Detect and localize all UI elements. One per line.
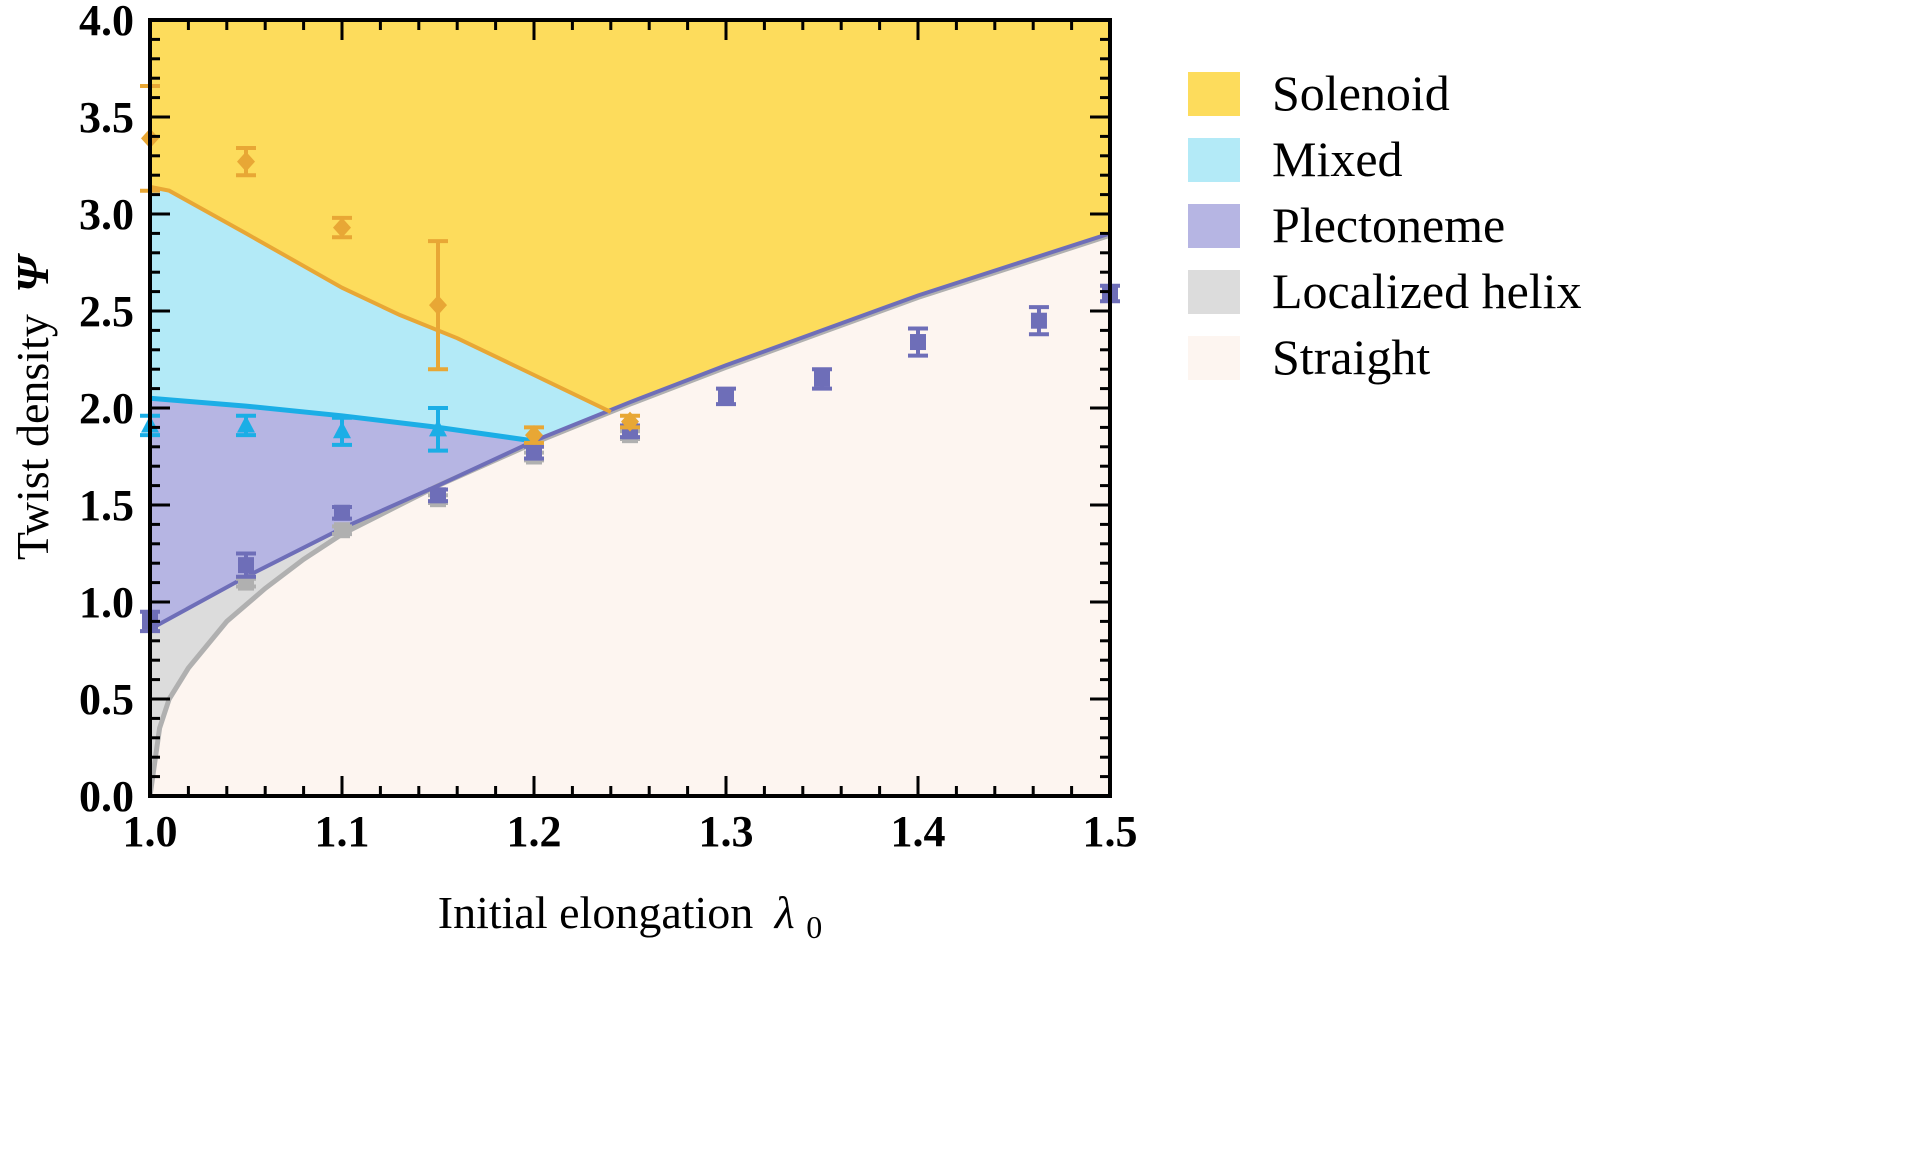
legend-label: Straight: [1272, 329, 1430, 385]
plectoneme-point: [428, 487, 448, 504]
x-tick-label: 1.2: [507, 807, 562, 856]
legend-label: Localized helix: [1272, 263, 1582, 319]
legend-item-localized-helix: Localized helix: [1188, 263, 1582, 319]
x-tick-label: 1.5: [1083, 807, 1138, 856]
solenoid-marker: [429, 295, 447, 316]
y-tick-label: 2.0: [79, 384, 134, 433]
y-tick-label: 2.5: [79, 287, 134, 336]
legend-label: Solenoid: [1272, 65, 1450, 121]
plectoneme-point: [332, 504, 352, 521]
solenoid-marker: [333, 217, 351, 238]
legend-swatch: [1188, 72, 1240, 116]
mixed-marker: [237, 415, 255, 433]
x-axis-symbol-subscript: 0: [806, 909, 822, 945]
legend-item-mixed: Mixed: [1188, 131, 1403, 187]
x-tick-label: 1.4: [891, 807, 946, 856]
y-tick-label: 4.0: [79, 0, 134, 45]
localized-helix-marker: [334, 522, 350, 539]
mixed-marker: [333, 421, 351, 439]
legend-label: Mixed: [1272, 131, 1403, 187]
y-tick-label: 3.0: [79, 190, 134, 239]
solenoid-point: [524, 425, 544, 446]
plectoneme-point: [908, 326, 928, 358]
plectoneme-point: [716, 386, 736, 407]
plectoneme-marker: [910, 334, 926, 351]
legend-swatch: [1188, 204, 1240, 248]
legend-swatch: [1188, 336, 1240, 380]
solenoid-point: [428, 239, 448, 372]
plectoneme-point: [812, 367, 832, 391]
plectoneme-point: [236, 551, 256, 579]
x-axis-title: Initial elongation λ 0: [438, 887, 822, 945]
y-axis-title: Twist density Ψ: [7, 253, 58, 560]
plectoneme-marker: [334, 504, 350, 521]
x-tick-label: 1.3: [699, 807, 754, 856]
phase-regions: [150, 20, 1110, 796]
solenoid-point: [236, 146, 256, 178]
mixed-marker: [429, 419, 447, 437]
region-mixed: [150, 186, 611, 441]
x-tick-label: 1.0: [123, 807, 178, 856]
data-points: [140, 83, 1120, 634]
solenoid-point: [620, 411, 640, 432]
mixed-point: [332, 415, 352, 447]
legend: Solenoid Mixed Plectoneme Localized helix St…: [1188, 65, 1582, 385]
legend-swatch: [1188, 138, 1240, 182]
region-solenoid: [150, 20, 1110, 412]
localized-helix-point: [332, 522, 352, 539]
plectoneme-marker: [814, 370, 830, 387]
plectoneme-marker: [718, 388, 734, 405]
y-tick-label: 0.0: [79, 772, 134, 821]
plectoneme-marker: [430, 487, 446, 504]
x-axis-symbol: λ: [773, 887, 795, 938]
x-axis-title-text: Initial elongation: [438, 887, 754, 938]
y-axis-symbol: Ψ: [7, 253, 58, 293]
legend-label: Plectoneme: [1272, 197, 1505, 253]
plectoneme-marker: [1030, 312, 1047, 329]
solenoid-marker: [525, 425, 543, 446]
solenoid-point: [332, 215, 352, 240]
y-tick-label: 3.5: [79, 93, 134, 142]
mixed-point: [236, 413, 256, 438]
y-tick-label: 1.0: [79, 578, 134, 627]
y-tick-label: 1.5: [79, 481, 134, 530]
legend-item-plectoneme: Plectoneme: [1188, 197, 1505, 253]
solenoid-marker: [621, 411, 639, 432]
x-tick-label: 1.1: [315, 807, 370, 856]
plectoneme-point: [1028, 305, 1049, 337]
y-tick-label: 0.5: [79, 675, 134, 724]
plectoneme-marker: [238, 557, 254, 574]
phase-boundaries: [150, 184, 1110, 796]
boundary-plectoneme-localized: [150, 231, 1110, 631]
legend-item-solenoid: Solenoid: [1188, 65, 1450, 121]
plectoneme-point: [524, 444, 544, 461]
y-axis-title-text: Twist density: [7, 314, 58, 560]
ticks: 1.0 1.1 1.2 1.3 1.4 1.5 0.0 0.5 1.0 1.5 2.0 2.5 3.0 3…: [79, 0, 1138, 856]
boundary-solenoid-mixed: [150, 184, 612, 414]
plectoneme-marker: [526, 444, 542, 461]
solenoid-marker: [237, 151, 255, 172]
legend-item-straight: Straight: [1188, 329, 1430, 385]
legend-swatch: [1188, 270, 1240, 314]
mixed-point: [428, 406, 448, 453]
